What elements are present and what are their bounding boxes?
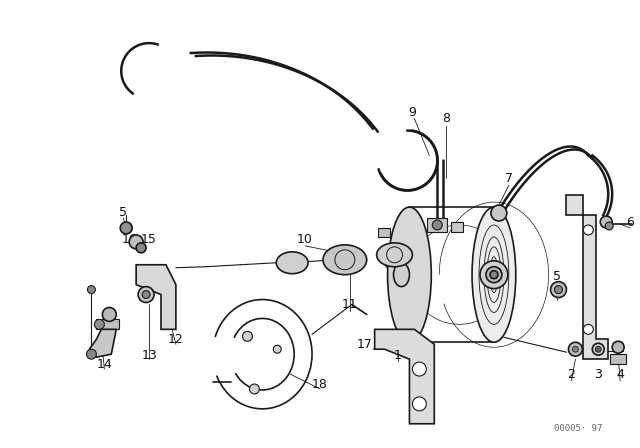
Circle shape	[491, 205, 507, 221]
Circle shape	[572, 346, 579, 352]
Text: 4: 4	[616, 367, 624, 380]
Circle shape	[480, 261, 508, 289]
Circle shape	[136, 243, 146, 253]
Circle shape	[432, 220, 442, 230]
Text: 3: 3	[595, 367, 602, 380]
Ellipse shape	[472, 207, 516, 342]
Text: 00005· 97: 00005· 97	[554, 424, 603, 433]
Text: 17: 17	[356, 338, 372, 351]
Polygon shape	[378, 228, 390, 237]
Circle shape	[138, 287, 154, 302]
Polygon shape	[136, 265, 176, 329]
Ellipse shape	[323, 245, 367, 275]
Polygon shape	[90, 329, 116, 357]
Text: 15: 15	[141, 233, 157, 246]
Polygon shape	[566, 195, 608, 359]
Polygon shape	[374, 329, 435, 424]
Circle shape	[102, 307, 116, 321]
Circle shape	[412, 362, 426, 376]
Circle shape	[120, 222, 132, 234]
Circle shape	[412, 397, 426, 411]
Circle shape	[86, 349, 97, 359]
Circle shape	[95, 319, 104, 329]
Ellipse shape	[388, 207, 431, 342]
Circle shape	[600, 216, 612, 228]
Text: 2: 2	[568, 367, 575, 380]
Circle shape	[595, 346, 601, 352]
Polygon shape	[610, 354, 626, 364]
Circle shape	[243, 332, 252, 341]
Ellipse shape	[377, 243, 412, 267]
Text: 1: 1	[394, 349, 401, 362]
Circle shape	[554, 286, 563, 293]
Text: 12: 12	[168, 333, 184, 346]
Circle shape	[568, 342, 582, 356]
Circle shape	[486, 267, 502, 283]
Circle shape	[583, 225, 593, 235]
Text: 18: 18	[312, 378, 328, 391]
Ellipse shape	[394, 263, 410, 287]
Circle shape	[612, 341, 624, 353]
Circle shape	[490, 271, 498, 279]
Text: 8: 8	[442, 112, 450, 125]
Circle shape	[142, 291, 150, 298]
Text: 5: 5	[552, 270, 561, 283]
Text: 10: 10	[297, 233, 313, 246]
Circle shape	[592, 343, 604, 355]
Text: 9: 9	[408, 106, 417, 119]
Circle shape	[129, 235, 143, 249]
Text: 13: 13	[141, 349, 157, 362]
Text: 16: 16	[122, 233, 137, 246]
Circle shape	[583, 324, 593, 334]
Text: 6: 6	[626, 215, 634, 228]
Text: 5: 5	[119, 206, 127, 219]
Polygon shape	[97, 319, 119, 329]
Text: 11: 11	[342, 298, 358, 311]
Circle shape	[88, 286, 95, 293]
Text: 7: 7	[505, 172, 513, 185]
Polygon shape	[428, 218, 447, 232]
Circle shape	[250, 384, 259, 394]
Polygon shape	[451, 222, 463, 232]
Circle shape	[550, 282, 566, 297]
Text: 14: 14	[97, 358, 112, 370]
Circle shape	[605, 222, 613, 230]
Circle shape	[273, 345, 281, 353]
Ellipse shape	[276, 252, 308, 274]
